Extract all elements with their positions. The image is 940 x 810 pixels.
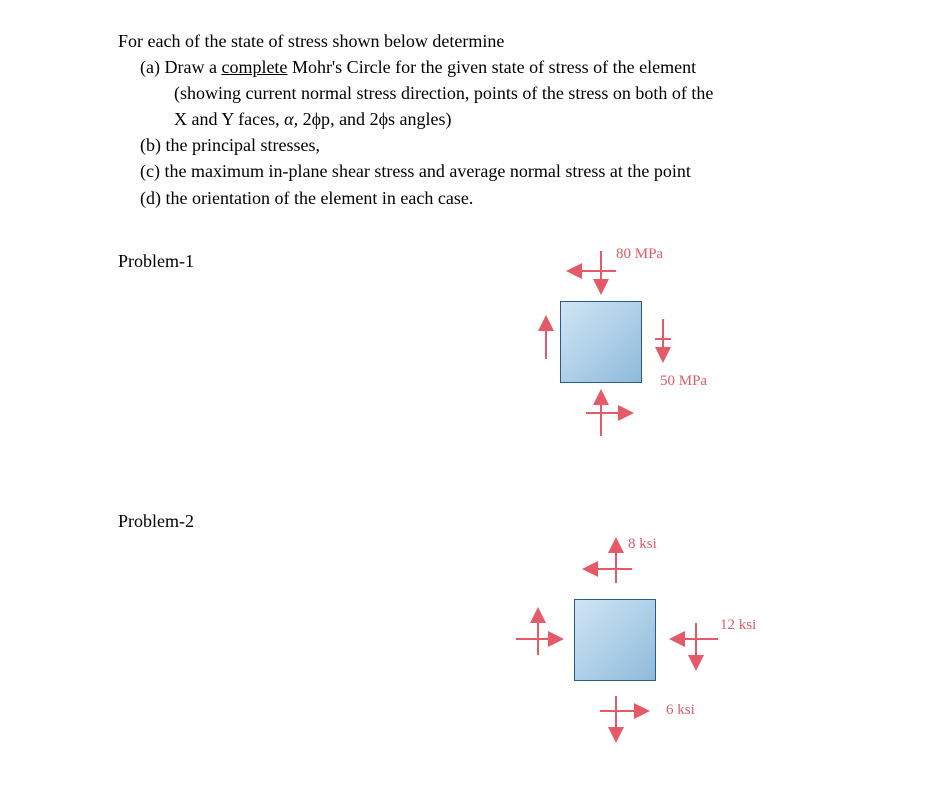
problem-2: Problem-2 (118, 511, 888, 771)
intro-line1: For each of the state of stress shown be… (118, 28, 888, 54)
a-2phis: 2ϕs (370, 109, 395, 129)
item-c: (c) the maximum in-plane shear stress an… (118, 158, 888, 184)
problem-statement: For each of the state of stress shown be… (118, 28, 888, 211)
a-and: , and (330, 109, 370, 129)
problem-1-arrows (508, 241, 788, 461)
item-a-line3: X and Y faces, α, 2ϕp, and 2ϕs angles) (118, 106, 888, 132)
problem-2-arrows (508, 521, 808, 761)
problem-1-title: Problem-1 (118, 251, 194, 272)
sigma-y-label: 80 MPa (616, 246, 663, 263)
item-b: (b) the principal stresses, (118, 132, 888, 158)
problem-2-diagram: 8 ksi 12 ksi 6 ksi (508, 521, 808, 761)
item-a-line1: (a) Draw a complete Mohr's Circle for th… (118, 54, 888, 80)
a-line3-pre: X and Y faces, (174, 109, 284, 129)
a-complete: complete (221, 57, 287, 77)
a-alpha: α, (284, 109, 298, 129)
tau-label-2: 6 ksi (666, 702, 695, 719)
problem-2-title: Problem-2 (118, 511, 194, 532)
a-prefix: (a) Draw a (140, 57, 221, 77)
sigma-y-label-2: 8 ksi (628, 536, 657, 553)
problem-1-diagram: 80 MPa 50 MPa (508, 241, 788, 461)
item-a-line2: (showing current normal stress direction… (118, 80, 888, 106)
problem-1: Problem-1 (118, 251, 888, 501)
a-2phip: 2ϕp (298, 109, 330, 129)
page-content: For each of the state of stress shown be… (118, 28, 888, 771)
sigma-x-label: 50 MPa (660, 373, 707, 390)
sigma-x-label-2: 12 ksi (720, 617, 756, 634)
a-rest1: Mohr's Circle for the given state of str… (287, 57, 696, 77)
item-d: (d) the orientation of the element in ea… (118, 185, 888, 211)
a-line3-post: angles) (395, 109, 451, 129)
